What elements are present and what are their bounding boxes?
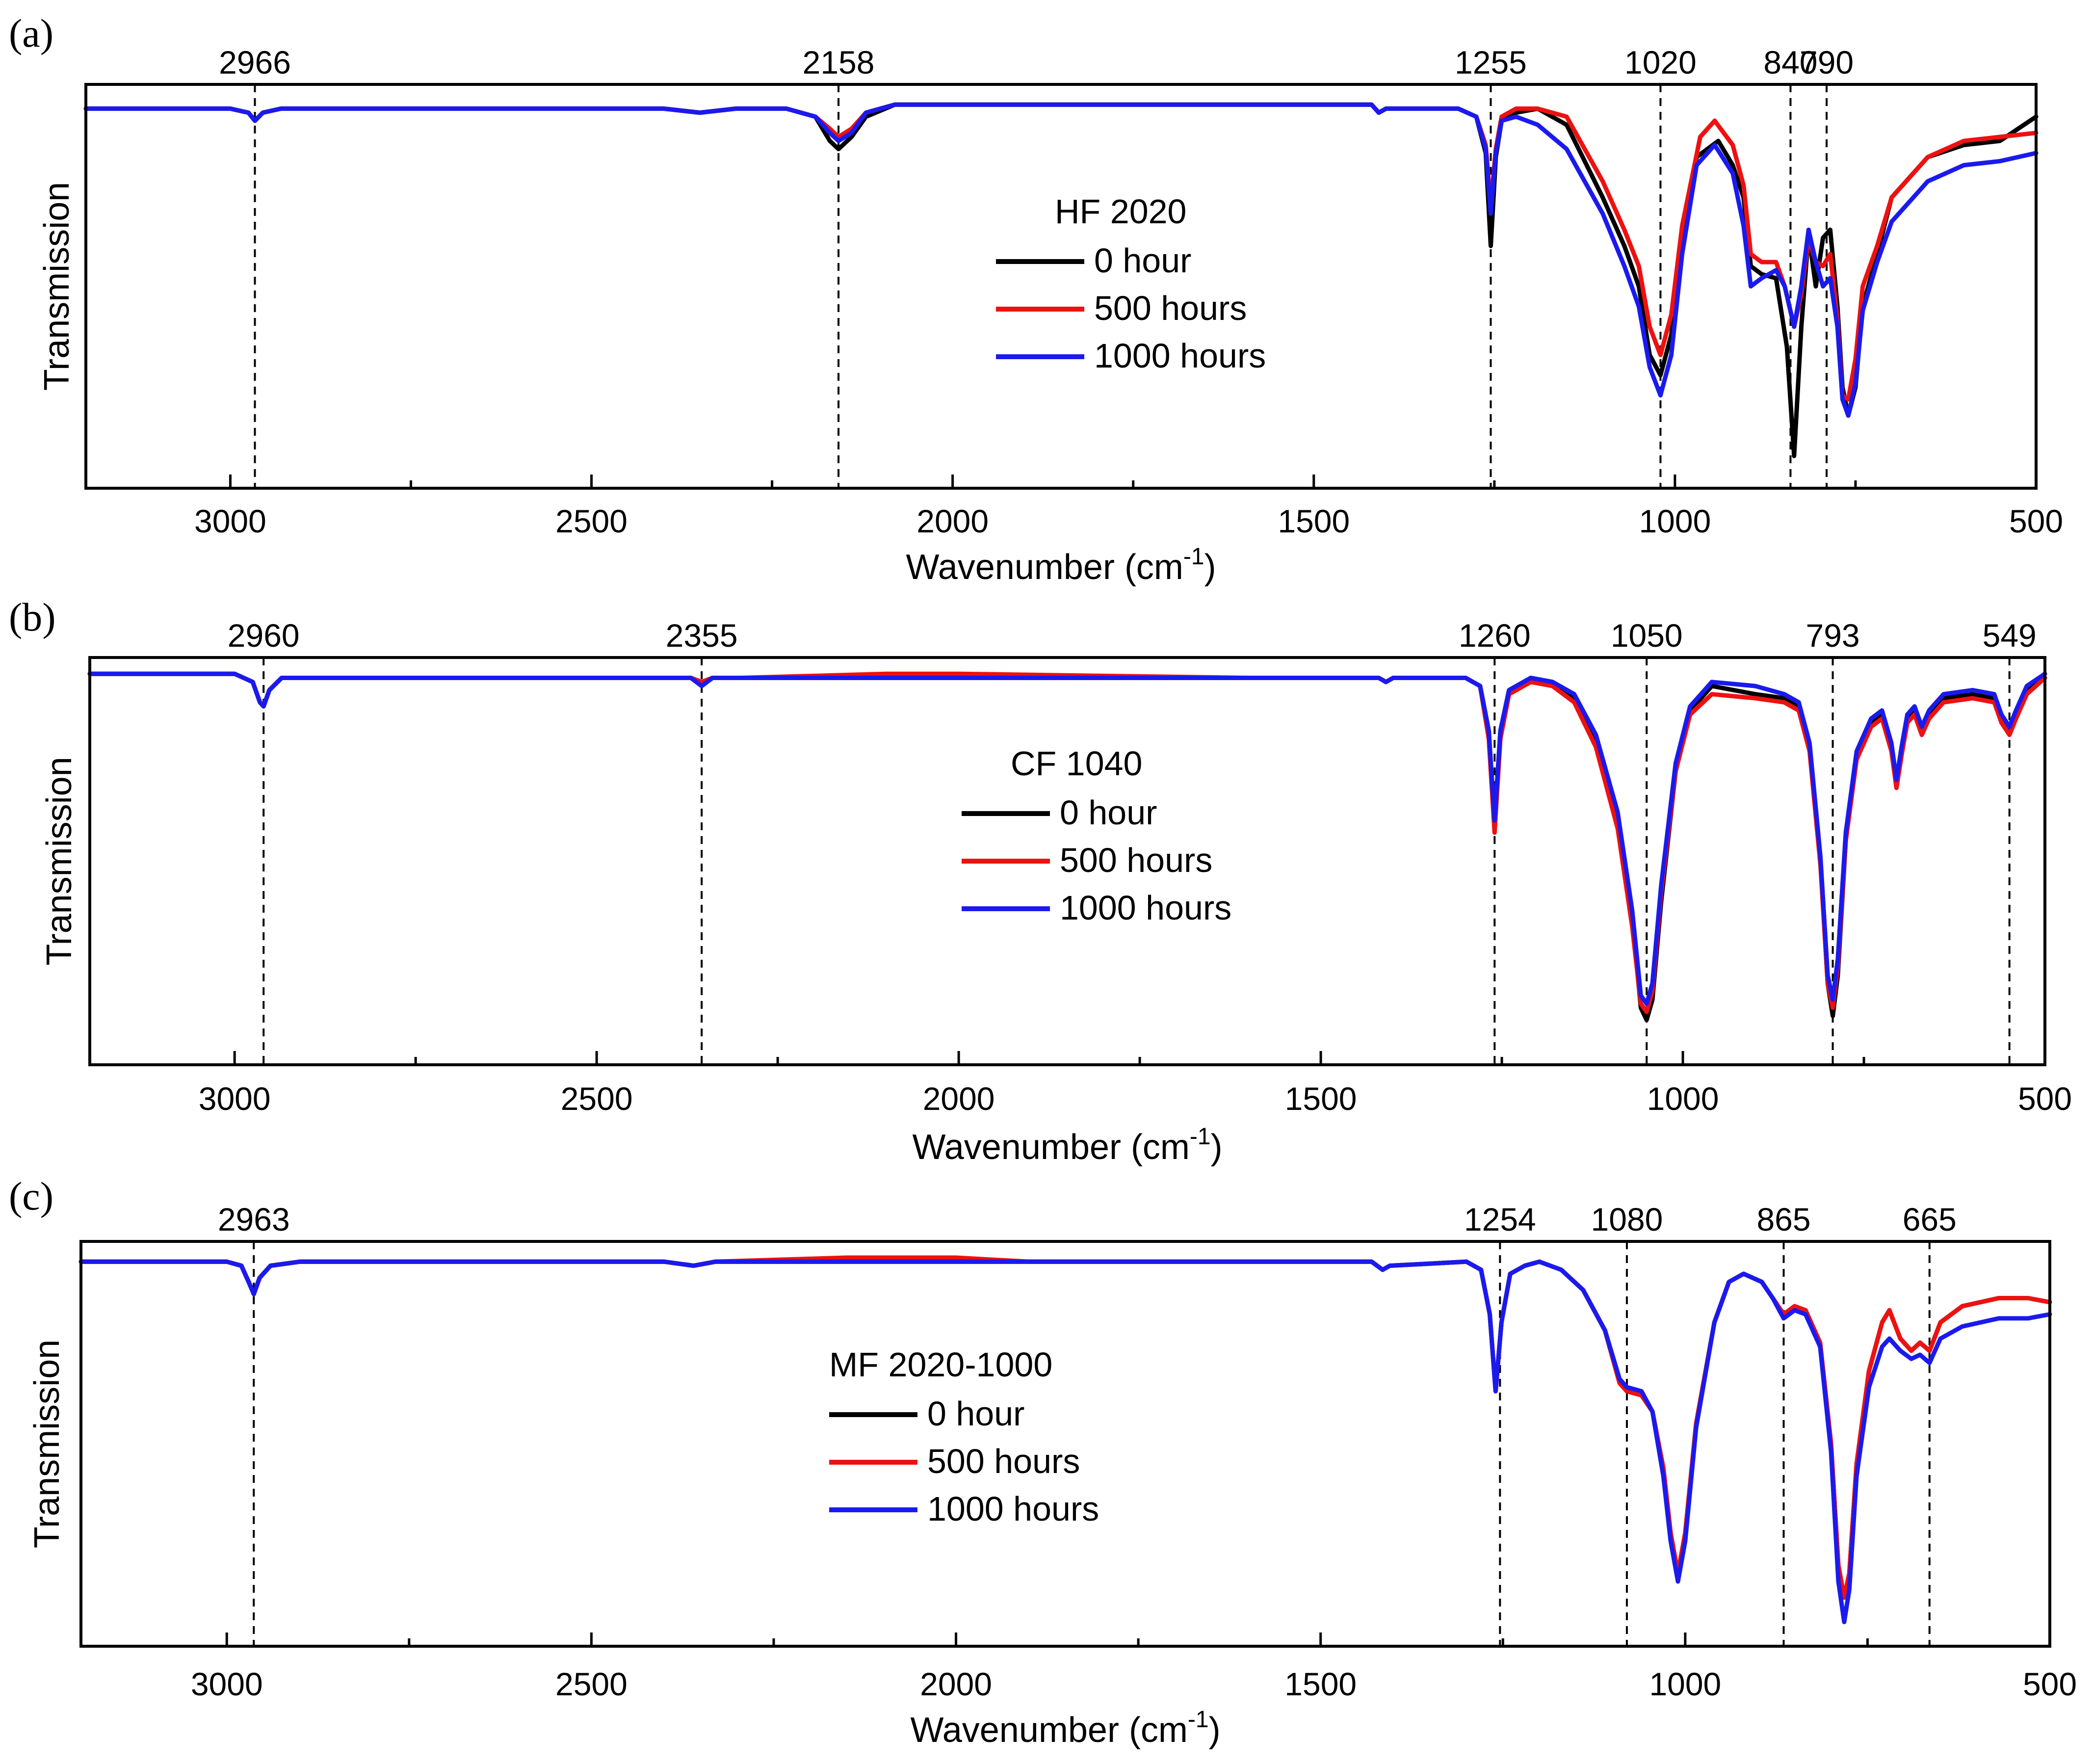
x-tick-label: 500 — [2009, 503, 2063, 539]
x-tick-label: 1000 — [1649, 1666, 1721, 1702]
peak-label: 549 — [1983, 617, 2037, 654]
x-tick-label: 500 — [2023, 1666, 2077, 1702]
x-axis-title-end: ) — [1211, 1128, 1223, 1167]
legend-entry: 1000 hours — [1094, 337, 1266, 375]
legend-entry: 500 hours — [1060, 841, 1212, 879]
panel-label: (b) — [9, 595, 56, 639]
peak-label: 2158 — [803, 44, 875, 80]
x-tick-label: 2000 — [916, 503, 989, 539]
y-axis-title: Transmission — [27, 1340, 67, 1548]
legend: MF 2020-1000 0 hour 500 hours 1000 hours — [829, 1345, 1099, 1528]
peak-label: 2963 — [218, 1201, 290, 1237]
x-tick-label: 1500 — [1284, 1666, 1357, 1702]
peak-label: 1254 — [1464, 1201, 1536, 1237]
x-tick-label: 2000 — [923, 1080, 995, 1117]
x-axis-title-main: Wavenumber (cm — [910, 1711, 1187, 1750]
legend-entry: 0 hour — [927, 1395, 1024, 1433]
x-tick-label: 2500 — [555, 503, 628, 539]
x-axis-title: Wavenumber (cm-1) — [906, 544, 1216, 587]
legend-entry: 1000 hours — [1060, 889, 1231, 927]
peak-label: 2355 — [666, 617, 738, 654]
x-tick-label: 1500 — [1285, 1080, 1357, 1117]
peak-label: 1080 — [1591, 1201, 1663, 1237]
x-axis-title-sup: -1 — [1190, 1124, 1211, 1150]
x-tick-label: 1000 — [1647, 1080, 1719, 1117]
x-axis-title: Wavenumber (cm-1) — [910, 1707, 1220, 1750]
peak-label: 1050 — [1611, 617, 1683, 654]
y-axis-title: Transmission — [40, 757, 79, 965]
peak-label: 2966 — [219, 44, 291, 80]
legend-entry: 1000 hours — [927, 1490, 1099, 1528]
series-line-1000-hours — [87, 671, 2047, 1006]
x-tick-label: 500 — [2018, 1080, 2072, 1117]
y-axis-title: Transmission — [37, 182, 77, 391]
peak-label: 1255 — [1455, 44, 1527, 80]
plot-frame — [79, 1240, 2051, 1648]
panel-label: (c) — [9, 1174, 53, 1218]
x-tick-label: 2000 — [920, 1666, 992, 1702]
series-line-0-hour — [78, 1259, 2052, 1600]
x-axis-title-end: ) — [1204, 548, 1216, 587]
x-tick-label: 3000 — [194, 503, 266, 539]
peak-label: 790 — [1800, 44, 1854, 80]
peak-label: 840 — [1763, 44, 1817, 80]
legend-entry: 0 hour — [1094, 241, 1191, 280]
peak-label: 2960 — [228, 617, 300, 654]
legend-entry: 500 hours — [1094, 289, 1247, 327]
peak-label: 1260 — [1459, 617, 1531, 654]
series-line-1000-hours — [78, 1259, 2052, 1624]
legend: CF 1040 0 hour 500 hours 1000 hours — [962, 744, 1231, 927]
peak-label: 665 — [1903, 1201, 1957, 1237]
peak-label: 1020 — [1624, 44, 1697, 80]
legend-title: CF 1040 — [1011, 744, 1142, 783]
legend-entry: 0 hour — [1060, 793, 1157, 832]
x-tick-label: 3000 — [191, 1666, 263, 1702]
x-tick-label: 2500 — [561, 1080, 633, 1117]
panel-label: (a) — [9, 11, 53, 55]
x-tick-label: 1500 — [1278, 503, 1350, 539]
peak-label: 793 — [1805, 617, 1859, 654]
x-axis-title-main: Wavenumber (cm — [912, 1128, 1189, 1167]
legend-title: HF 2020 — [1055, 192, 1186, 231]
legend: HF 2020 0 hour 500 hours 1000 hours — [996, 192, 1266, 375]
legend-title: MF 2020-1000 — [829, 1345, 1052, 1384]
x-tick-label: 2500 — [555, 1666, 628, 1702]
x-tick-label: 1000 — [1639, 503, 1711, 539]
series-line-0-hour — [83, 102, 2039, 458]
plot-frame — [84, 83, 2038, 490]
series-line-500-hours — [78, 1255, 2052, 1600]
panel-b: (b) 2960 2355 1260 1050 793 549 3000 2500 2000 150… — [9, 595, 2072, 1167]
panel-c: (c) 2963 1254 1080 865 665 3000 2500 2000 1500 100… — [9, 1174, 2077, 1750]
x-axis-title-sup: -1 — [1188, 1707, 1209, 1733]
x-axis-title-main: Wavenumber (cm — [906, 548, 1183, 587]
series-line-1000-hours — [83, 102, 2039, 418]
plot-frame — [88, 656, 2046, 1066]
peak-label: 865 — [1756, 1201, 1810, 1237]
x-tick-label: 3000 — [199, 1080, 271, 1117]
x-axis-title: Wavenumber (cm-1) — [912, 1124, 1222, 1167]
x-axis-title-end: ) — [1209, 1711, 1221, 1750]
legend-entry: 500 hours — [927, 1442, 1080, 1480]
x-axis-title-sup: -1 — [1183, 544, 1204, 570]
